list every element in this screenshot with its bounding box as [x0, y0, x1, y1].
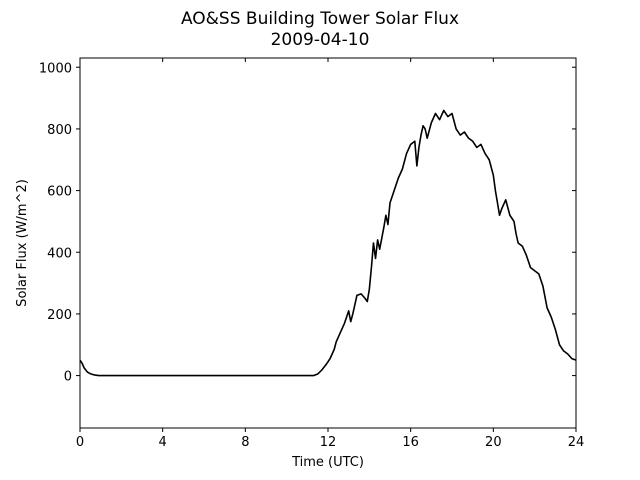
plot-frame [79, 57, 577, 429]
y-tick-label: 400 [47, 246, 72, 261]
x-tick-label: 0 [76, 435, 84, 450]
x-tick-label: 16 [402, 435, 419, 450]
x-axis-label: Time (UTC) [291, 455, 364, 470]
y-tick-label: 0 [64, 370, 72, 385]
x-tick-label: 4 [159, 435, 167, 450]
ticks-layer: 0 4 8 12 16 20 24 0 200 400 600 800 1000 [39, 58, 584, 450]
y-tick-label: 600 [47, 185, 72, 200]
plot-layer [79, 109, 577, 377]
x-tick-label: 12 [320, 435, 337, 450]
y-tick-label: 1000 [39, 61, 72, 76]
y-axis-label: Solar Flux (W/m^2) [15, 179, 30, 307]
series-line-0 [79, 109, 577, 377]
y-tick-label: 200 [47, 308, 72, 323]
chart-title: AO&SS Building Tower Solar Flux [181, 9, 459, 29]
chart-subtitle: 2009-04-10 [271, 30, 370, 50]
y-tick-label: 800 [47, 123, 72, 138]
x-tick-label: 24 [568, 435, 585, 450]
x-tick-label: 20 [485, 435, 502, 450]
x-tick-label: 8 [241, 435, 249, 450]
